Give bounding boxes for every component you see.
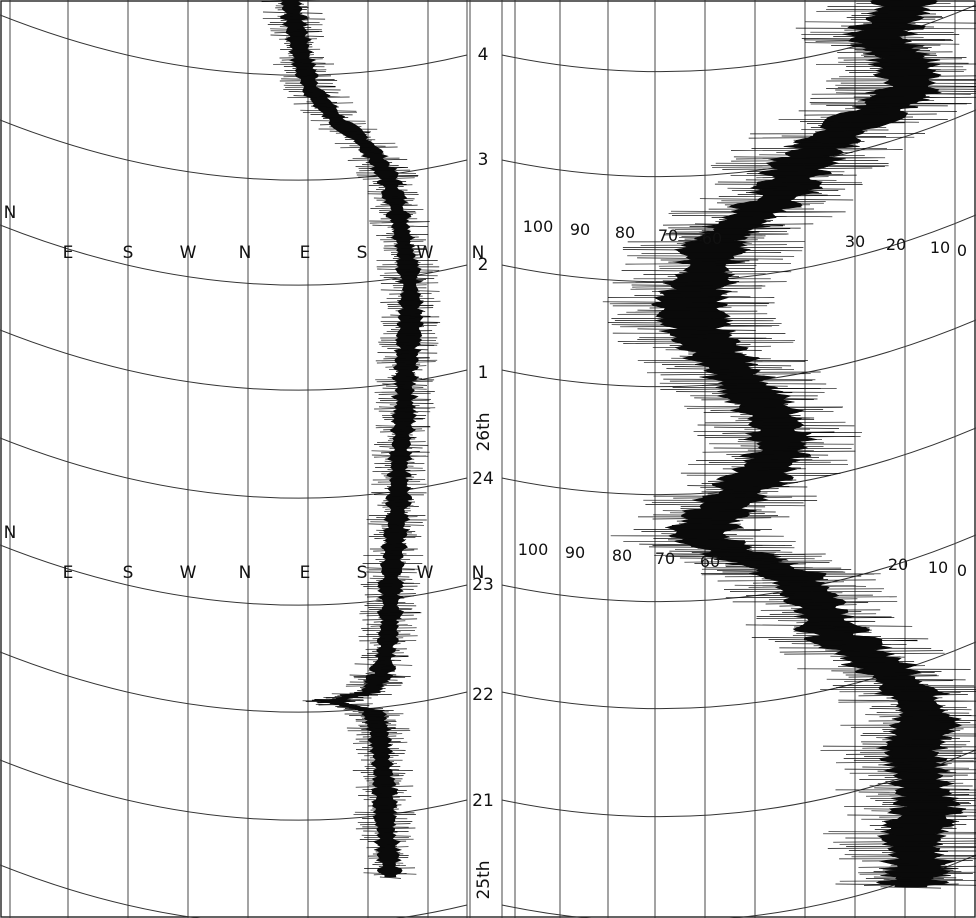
direction-tick-label: S (123, 243, 134, 263)
direction-tick-label: S (123, 563, 134, 583)
speed-tick-label: 20 (886, 235, 906, 254)
speed-tick-label: 0 (957, 561, 967, 580)
speed-tick-label: 100 (518, 540, 549, 559)
speed-tick-label: 60 (700, 552, 720, 571)
speed-tick-label: 20 (888, 555, 908, 574)
speed-tick-label: 80 (615, 223, 635, 242)
speed-tick-label: 90 (565, 543, 585, 562)
speed-tick-label: 90 (570, 220, 590, 239)
speed-tick-label: 70 (655, 549, 675, 568)
time-arc (0, 864, 468, 918)
speed-tick-label: 100 (523, 217, 554, 236)
date-label: 25th (474, 860, 494, 899)
direction-tick-label: N (239, 243, 252, 263)
wind-direction-trace-spikes (261, 0, 441, 879)
direction-tick-label: W (417, 563, 434, 583)
speed-tick-label: 0 (957, 241, 967, 260)
time-arc (0, 759, 468, 821)
direction-tick-label: W (180, 563, 197, 583)
direction-tick-label: N (4, 203, 17, 223)
speed-tick-label: 10 (928, 558, 948, 577)
direction-tick-label: S (357, 563, 368, 583)
direction-tick-label: E (63, 563, 74, 583)
speed-tick-label: 80 (612, 546, 632, 565)
direction-tick-label: N (4, 523, 17, 543)
hour-tick-label: 22 (472, 685, 494, 705)
time-arc (0, 544, 468, 606)
time-arc (501, 214, 976, 283)
direction-tick-label: N (472, 243, 485, 263)
speed-tick-label: 10 (930, 238, 950, 257)
direction-tick-label: E (63, 243, 74, 263)
direction-tick-label: N (239, 563, 252, 583)
chart-traces (261, 0, 976, 889)
hour-tick-label: 3 (478, 150, 489, 170)
time-arc (501, 109, 976, 178)
speed-tick-label: 60 (702, 229, 722, 248)
direction-tick-label: E (300, 243, 311, 263)
direction-tick-label: E (300, 563, 311, 583)
direction-tick-label: W (417, 243, 434, 263)
time-arc (0, 14, 468, 76)
time-arc (0, 119, 468, 181)
hour-tick-label: 4 (478, 45, 489, 65)
hour-tick-label: 23 (472, 575, 494, 595)
speed-tick-label: 30 (845, 232, 865, 251)
wind-speed-trace-spikes (602, 0, 976, 889)
direction-tick-label: N (472, 563, 485, 583)
hour-tick-label: 21 (472, 791, 494, 811)
date-label: 26th (474, 412, 494, 451)
hour-tick-label: 1 (478, 363, 489, 383)
direction-tick-label: W (180, 243, 197, 263)
time-arc (0, 651, 468, 713)
speed-tick-label: 70 (658, 226, 678, 245)
hour-tick-label: 24 (472, 469, 494, 489)
direction-tick-label: S (357, 243, 368, 263)
hour-tick-label: 2 (478, 255, 489, 275)
